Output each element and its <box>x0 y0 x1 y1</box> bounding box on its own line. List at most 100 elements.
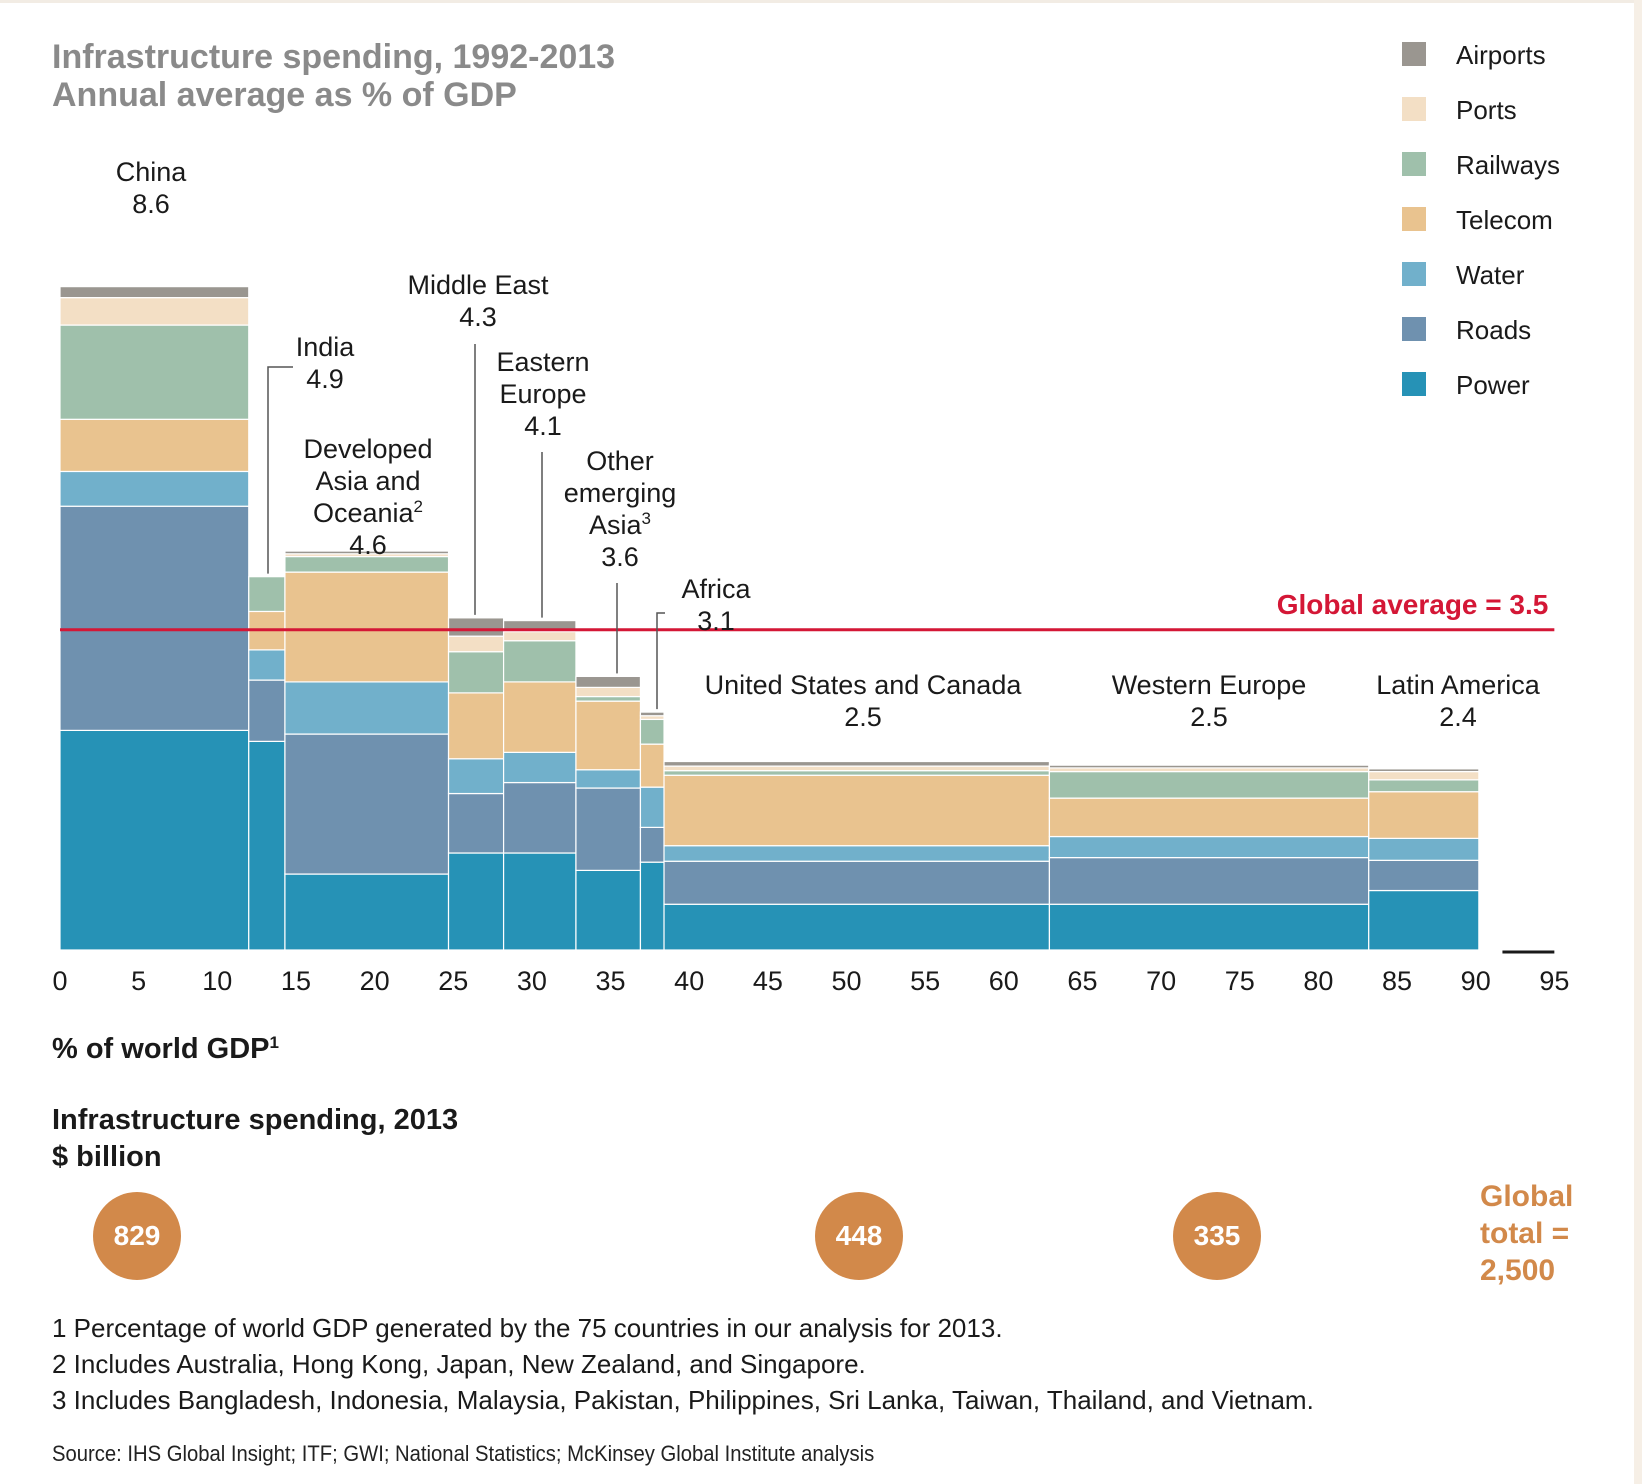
global-average-label: Global average = 3.5 <box>1277 589 1549 620</box>
segment-middle-east-telecom <box>447 692 505 760</box>
x-tick-70: 70 <box>1146 966 1176 996</box>
x-tick-35: 35 <box>596 966 626 996</box>
segment-latin-america-power <box>1368 889 1480 951</box>
chart-title: Infrastructure spending, 1992-2013 Annua… <box>52 38 615 114</box>
spending-2013-heading: Infrastructure spending, 2013 <box>52 1104 459 1136</box>
segment-united-states-and-canada-power <box>663 903 1051 951</box>
x-axis-label: % of world GDP1 <box>52 1033 279 1065</box>
x-tick-15: 15 <box>281 966 311 996</box>
chart-title-line1: Infrastructure spending, 1992-2013 <box>52 38 616 76</box>
footnotes: 1 Percentage of world GDP generated by t… <box>52 1310 1314 1418</box>
region-label-developed-asia-and-oceania-1: Asia and <box>315 466 420 496</box>
x-tick-5: 5 <box>131 966 146 996</box>
region-label-latin-america-1: 2.4 <box>1439 702 1477 732</box>
region-label-china-1: 8.6 <box>132 189 170 219</box>
segment-china-water <box>59 470 250 507</box>
segment-india-power <box>248 740 286 951</box>
segment-india-roads <box>248 679 286 742</box>
x-tick-40: 40 <box>674 966 704 996</box>
segment-eastern-europe-airports <box>502 619 577 633</box>
legend-swatch-railways <box>1402 152 1426 176</box>
x-tick-20: 20 <box>360 966 390 996</box>
x-tick-90: 90 <box>1461 966 1491 996</box>
segment-africa-telecom <box>639 743 665 788</box>
segment-middle-east-water <box>447 758 505 795</box>
segment-developed-asia-and-oceania-water <box>284 681 450 735</box>
segment-latin-america-roads <box>1368 859 1480 892</box>
legend-label-telecom: Telecom <box>1456 205 1553 235</box>
global-total-line1: Global <box>1480 1180 1574 1213</box>
segment-india-railways <box>248 576 286 613</box>
region-label-africa-1: 3.1 <box>697 606 735 636</box>
x-tick-30: 30 <box>517 966 547 996</box>
footnote-3: 3 Includes Bangladesh, Indonesia, Malays… <box>52 1385 1314 1415</box>
region-label-united-states-and-canada-0: United States and Canada <box>705 670 1023 700</box>
region-label-other-emerging-asia-0: Other <box>586 446 654 476</box>
legend-label-railways: Railways <box>1456 150 1561 180</box>
segment-western-europe-railways <box>1048 770 1370 799</box>
global-total-line2: total = <box>1480 1217 1570 1250</box>
segment-eastern-europe-ports <box>502 630 577 642</box>
segment-china-railways <box>59 324 250 420</box>
segment-africa-power <box>639 861 665 951</box>
x-tick-45: 45 <box>753 966 783 996</box>
segment-china-airports <box>59 286 250 299</box>
segment-western-europe-water <box>1048 835 1370 859</box>
segment-china-power <box>59 729 250 951</box>
region-label-united-states-and-canada-1: 2.5 <box>844 702 882 732</box>
segment-united-states-and-canada-roads <box>663 860 1051 905</box>
source-note: Source: IHS Global Insight; ITF; GWI; Na… <box>52 1441 875 1466</box>
segment-other-emerging-asia-water <box>575 769 642 789</box>
region-label-western-europe-1: 2.5 <box>1190 702 1228 732</box>
spending-2013-title: Infrastructure spending, 2013 $ billion <box>52 1102 458 1176</box>
x-tick-65: 65 <box>1067 966 1097 996</box>
segment-united-states-and-canada-ports <box>663 765 1051 772</box>
region-label-developed-asia-and-oceania-0: Developed <box>303 434 432 464</box>
legend-label-roads: Roads <box>1456 315 1532 345</box>
right-border <box>1634 0 1642 1484</box>
x-tick-75: 75 <box>1225 966 1255 996</box>
chart-title-line2: Annual average as % of GDP <box>52 76 517 114</box>
spending-2013-unit: $ billion <box>52 1141 162 1173</box>
global-total: Global total = 2,500 <box>1480 1178 1573 1289</box>
x-tick-25: 25 <box>438 966 468 996</box>
segment-developed-asia-and-oceania-power <box>284 873 450 951</box>
segment-united-states-and-canada-water <box>663 845 1051 862</box>
segment-china-telecom <box>59 418 250 473</box>
bubble-china: 829 <box>93 1192 181 1280</box>
legend-swatch-airports <box>1402 42 1426 66</box>
segment-latin-america-airports <box>1368 768 1480 773</box>
global-total-value: 2,500 <box>1480 1254 1556 1287</box>
segment-developed-asia-and-oceania-roads <box>284 733 450 875</box>
bubble-us-canada: 448 <box>815 1192 903 1280</box>
segment-developed-asia-and-oceania-telecom <box>284 571 450 683</box>
segment-eastern-europe-railways <box>502 640 577 683</box>
legend-swatch-ports <box>1402 97 1426 121</box>
bubble-western-europe: 335 <box>1173 1192 1261 1280</box>
region-label-other-emerging-asia-1: emerging <box>564 478 677 508</box>
region-label-eastern-europe-0: Eastern <box>496 347 589 377</box>
region-label-sup-developed-asia-and-oceania: 2 <box>414 497 423 516</box>
segment-other-emerging-asia-telecom <box>575 700 642 771</box>
legend-label-airports: Airports <box>1456 40 1546 70</box>
segment-latin-america-railways <box>1368 779 1480 793</box>
region-label-india-0: India <box>296 332 356 362</box>
segment-middle-east-roads <box>447 792 505 854</box>
region-label-middle-east-1: 4.3 <box>459 302 497 332</box>
region-label-developed-asia-and-oceania-3: 4.6 <box>349 530 387 560</box>
leader-line-india <box>267 366 293 574</box>
x-tick-0: 0 <box>52 966 67 996</box>
region-label-middle-east-0: Middle East <box>407 270 549 300</box>
segment-western-europe-telecom <box>1048 797 1370 838</box>
legend-label-water: Water <box>1456 260 1525 290</box>
x-tick-95: 95 <box>1539 966 1569 996</box>
region-label-other-emerging-asia-3: 3.6 <box>601 542 639 572</box>
segment-latin-america-water <box>1368 837 1480 861</box>
x-tick-55: 55 <box>910 966 940 996</box>
segment-other-emerging-asia-roads <box>575 787 642 871</box>
x-tick-80: 80 <box>1303 966 1333 996</box>
marimekko-chart: Global average = 3.5 0 5 10 15 20 25 30 35 40 45 50… <box>52 157 1569 1065</box>
segment-eastern-europe-roads <box>502 781 577 854</box>
region-label-western-europe-0: Western Europe <box>1112 670 1307 700</box>
